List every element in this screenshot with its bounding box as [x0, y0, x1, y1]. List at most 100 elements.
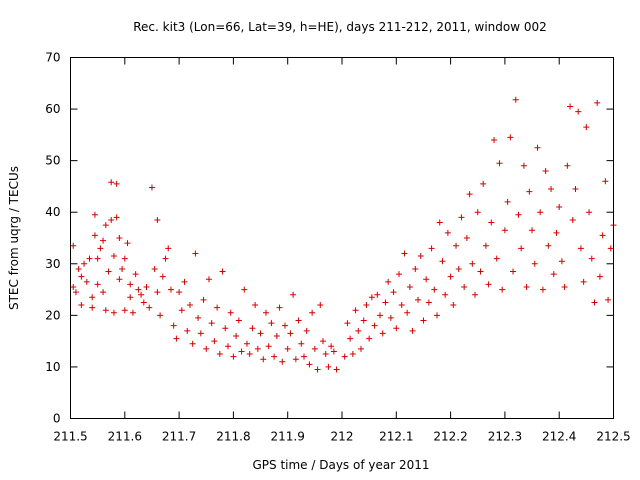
data-point — [86, 255, 93, 262]
data-point — [113, 180, 120, 187]
data-point — [127, 281, 134, 288]
data-point — [105, 268, 112, 275]
data-point — [81, 260, 88, 267]
data-point — [586, 209, 593, 216]
data-point — [328, 343, 335, 350]
data-point — [387, 314, 394, 321]
data-point — [596, 273, 603, 280]
data-point — [233, 332, 240, 339]
data-point — [496, 160, 503, 167]
data-point — [271, 353, 278, 360]
y-tick-label: 50 — [45, 154, 60, 168]
data-point — [89, 304, 96, 311]
data-point — [409, 327, 416, 334]
data-point — [453, 242, 460, 249]
data-point — [319, 338, 326, 345]
data-point — [480, 180, 487, 187]
data-point — [447, 273, 454, 280]
data-point — [431, 286, 438, 293]
x-tick-label: 211.7 — [162, 430, 196, 444]
data-point — [539, 286, 546, 293]
data-point — [306, 361, 313, 368]
data-point — [371, 322, 378, 329]
y-tick-label: 30 — [45, 257, 60, 271]
data-point — [474, 209, 481, 216]
data-point — [170, 322, 177, 329]
data-point — [287, 330, 294, 337]
data-point — [314, 366, 321, 373]
data-point — [577, 245, 584, 252]
data-point — [602, 178, 609, 185]
data-point — [276, 304, 283, 311]
x-tick-label: 212 — [331, 430, 354, 444]
data-point — [116, 235, 123, 241]
data-point — [493, 255, 500, 262]
data-point — [197, 330, 204, 337]
x-tick-label: 212.3 — [488, 430, 522, 444]
data-point — [72, 289, 79, 296]
data-point — [531, 260, 538, 267]
data-point — [569, 216, 576, 223]
data-point — [580, 278, 587, 285]
data-point — [436, 219, 443, 226]
data-point — [366, 335, 373, 342]
data-point — [344, 320, 351, 327]
data-point — [110, 253, 117, 260]
data-point — [374, 291, 381, 298]
data-point — [129, 309, 136, 316]
data-point — [482, 242, 489, 249]
data-point — [477, 268, 484, 275]
data-point — [151, 265, 158, 272]
data-point — [176, 289, 183, 296]
data-point — [518, 245, 525, 252]
x-tick-label: 211.5 — [53, 430, 87, 444]
data-point — [583, 124, 590, 131]
y-tick-labels: 0 10 20 30 40 50 60 70 — [45, 51, 60, 426]
data-point — [216, 351, 223, 358]
data-point — [173, 335, 180, 342]
x-tick-label: 211.8 — [216, 430, 250, 444]
data-point — [249, 325, 256, 332]
data-point — [415, 296, 422, 303]
data-point — [564, 162, 571, 169]
data-point — [70, 242, 77, 249]
data-point — [425, 299, 432, 306]
data-point — [70, 283, 77, 290]
x-tick-label: 212.4 — [542, 430, 576, 444]
plot-frame — [70, 57, 614, 419]
data-point — [455, 265, 462, 272]
data-point — [444, 229, 451, 236]
data-point — [588, 255, 595, 262]
data-point — [97, 245, 104, 252]
data-point — [121, 307, 128, 314]
data-point — [262, 309, 269, 316]
data-point — [121, 255, 128, 262]
data-point — [347, 335, 354, 342]
data-point — [83, 278, 90, 285]
data-point — [534, 144, 541, 151]
data-point — [561, 283, 568, 290]
data-point — [382, 299, 389, 306]
data-point — [292, 356, 299, 363]
data-point — [260, 356, 267, 363]
data-point — [254, 345, 261, 352]
data-point — [439, 258, 446, 265]
data-point — [94, 255, 101, 262]
data-point — [154, 289, 161, 296]
data-point — [526, 188, 533, 195]
data-point — [542, 167, 549, 174]
data-point — [605, 296, 612, 303]
data-point — [113, 214, 120, 221]
data-point — [102, 222, 109, 229]
data-point — [238, 348, 245, 355]
data-point — [311, 345, 318, 352]
data-point — [102, 307, 109, 314]
data-point — [501, 227, 508, 234]
data-point — [412, 265, 419, 272]
data-point — [317, 302, 324, 309]
data-point — [192, 250, 199, 257]
data-point — [208, 320, 215, 327]
y-axis-label: STEC from uqrg / TECUs — [7, 166, 21, 310]
data-point — [349, 351, 356, 358]
data-point — [230, 353, 237, 360]
